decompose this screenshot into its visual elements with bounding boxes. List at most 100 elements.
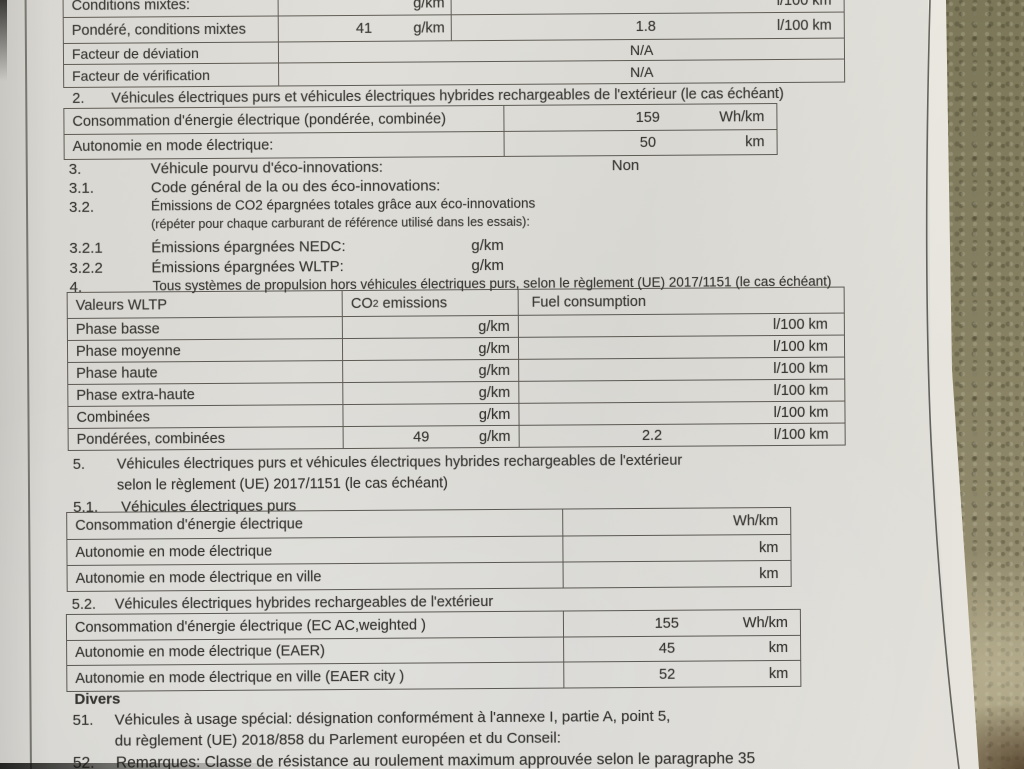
fuel-value: 1.8 — [635, 18, 656, 35]
table-row: Autonomie en mode électrique en ville (E… — [67, 659, 801, 691]
row-label: Pondéré, conditions mixtes — [71, 21, 246, 39]
section-number: 5. — [72, 456, 85, 473]
row-label: Phase haute — [76, 364, 158, 382]
co2-value — [383, 327, 458, 328]
row-label: Phase extra-haute — [76, 386, 195, 404]
co2-unit: g/km — [413, 19, 445, 37]
field-label: Émissions épargnées NEDC: — [151, 238, 346, 257]
co2-value: 41 — [355, 20, 373, 37]
fuel-value — [579, 325, 724, 326]
divers-label: Divers — [74, 690, 121, 708]
section-number: 3. — [68, 160, 82, 178]
co2-unit: g/km — [413, 0, 445, 12]
table-row: Consommation d'énergie électrique (pondé… — [64, 104, 777, 134]
section-number: 3.2. — [68, 198, 95, 216]
co2-unit: g/km — [479, 428, 511, 445]
fuel-unit: l/100 km — [772, 316, 828, 333]
field-unit: g/km — [471, 236, 504, 255]
item-number: 52. — [72, 754, 95, 769]
row-label: Autonomie en mode électrique: — [72, 137, 274, 155]
row-value: 45 — [658, 640, 676, 657]
row-value: N/A — [278, 38, 845, 63]
row-unit: km — [759, 565, 779, 582]
table-row: Autonomie en mode électrique (EAER) 45 km — [67, 634, 801, 665]
co2-value — [339, 0, 389, 4]
row-value: 159 — [635, 109, 660, 126]
row-label: Autonomie en mode électrique en ville — [75, 568, 322, 587]
section-number: 2. — [72, 90, 85, 107]
co2-unit: g/km — [478, 340, 510, 357]
section-title-continued: selon le règlement (UE) 2017/1151 (le ca… — [116, 475, 449, 494]
field-label: Émissions épargnées WLTP: — [151, 258, 344, 277]
table-row: Pondéré, conditions mixtes 41 g/km 1.8 l… — [63, 11, 844, 43]
row-unit: km — [745, 134, 765, 151]
page-margin-line — [24, 0, 32, 769]
co2-value — [384, 415, 459, 416]
row-label: Combinées — [76, 408, 150, 426]
fuel-value — [579, 413, 724, 414]
row-value — [618, 521, 710, 522]
emissions-text: emissions — [382, 294, 448, 312]
co2-text: CO — [350, 295, 373, 312]
header-fuel-consumption: Fuel consumption — [517, 287, 844, 315]
section-number: 3.2.2 — [69, 259, 103, 277]
section-number: 5.2. — [71, 596, 97, 613]
fuel-value — [579, 369, 724, 370]
co2-value — [383, 349, 458, 350]
item-text-continued: du règlement (UE) 2018/858 du Parlement … — [114, 729, 561, 750]
table-row: Autonomie en mode électrique en ville km — [67, 559, 791, 591]
table-row: Autonomie en mode électrique: 50 km — [64, 129, 777, 159]
pure-ev-table: Consommation d'énergie électrique Wh/km … — [66, 506, 792, 592]
row-unit: km — [768, 665, 789, 682]
row-label: Autonomie en mode électrique (EAER) — [75, 643, 326, 661]
row-label: Autonomie en mode électrique — [75, 543, 273, 561]
fuel-unit: l/100 km — [773, 360, 829, 377]
row-unit: Wh/km — [733, 513, 779, 530]
row-unit: km — [759, 539, 779, 556]
row-unit: Wh/km — [742, 614, 789, 631]
table-row: Consommation d'énergie électrique (EC AC… — [67, 609, 801, 640]
row-label: Autonomie en mode électrique en ville (E… — [75, 668, 405, 687]
row-value: 52 — [658, 666, 676, 683]
field-label: Véhicule pourvu d'éco-innovations: — [150, 158, 384, 178]
row-value — [618, 548, 710, 549]
row-label: Consommation d'énergie électrique — [75, 516, 303, 534]
header-valeurs-wltp: Valeurs WLTP — [75, 296, 168, 314]
fuel-value — [552, 0, 740, 3]
fuel-unit: l/100 km — [773, 382, 829, 399]
co2-unit: g/km — [478, 318, 510, 335]
fuel-value — [579, 391, 724, 392]
fuel-unit: l/100 km — [773, 338, 829, 355]
header-co2-emissions: CO 2 emissions — [341, 289, 518, 317]
wltp-values-table: Valeurs WLTP CO 2 emissions Fuel consumpti… — [66, 286, 846, 451]
fuel-unit: l/100 km — [776, 17, 832, 34]
field-unit: g/km — [471, 256, 505, 275]
section-title: Véhicules électriques purs et véhicules … — [116, 452, 683, 473]
field-label: Code général de la ou des éco-innovation… — [150, 177, 441, 197]
phev-table: Consommation d'énergie électrique (EC AC… — [65, 608, 802, 692]
field-value: Non — [611, 156, 640, 175]
fuel-unit: l/100 km — [773, 404, 829, 421]
section-title: Véhicules électriques hybrides rechargea… — [114, 594, 494, 613]
table-row: Consommation d'énergie électrique Wh/km — [67, 507, 791, 539]
co2-unit: g/km — [478, 362, 511, 379]
row-label: Conditions mixtes: — [71, 0, 191, 14]
table-row: Autonomie en mode électrique km — [67, 533, 791, 565]
fuel-unit: l/100 km — [776, 0, 832, 10]
row-unit: Wh/km — [719, 108, 765, 125]
row-value: 155 — [654, 615, 679, 632]
row-value — [618, 574, 710, 575]
row-label: Consommation d'énergie électrique (pondé… — [72, 110, 447, 130]
fuel-unit: l/100 km — [773, 426, 829, 443]
co2-unit: g/km — [478, 384, 511, 401]
row-label: Facteur de déviation — [71, 45, 199, 62]
item-text: Remarques: Classe de résistance au roule… — [115, 750, 756, 769]
section-number: 3.2.1 — [69, 239, 103, 257]
row-label: Phase basse — [75, 320, 160, 338]
co2-subscript: 2 — [372, 297, 379, 310]
electric-energy-table: Consommation d'énergie électrique (pondé… — [63, 103, 778, 160]
section-number: 3.1. — [68, 179, 94, 197]
row-unit: km — [768, 639, 789, 657]
